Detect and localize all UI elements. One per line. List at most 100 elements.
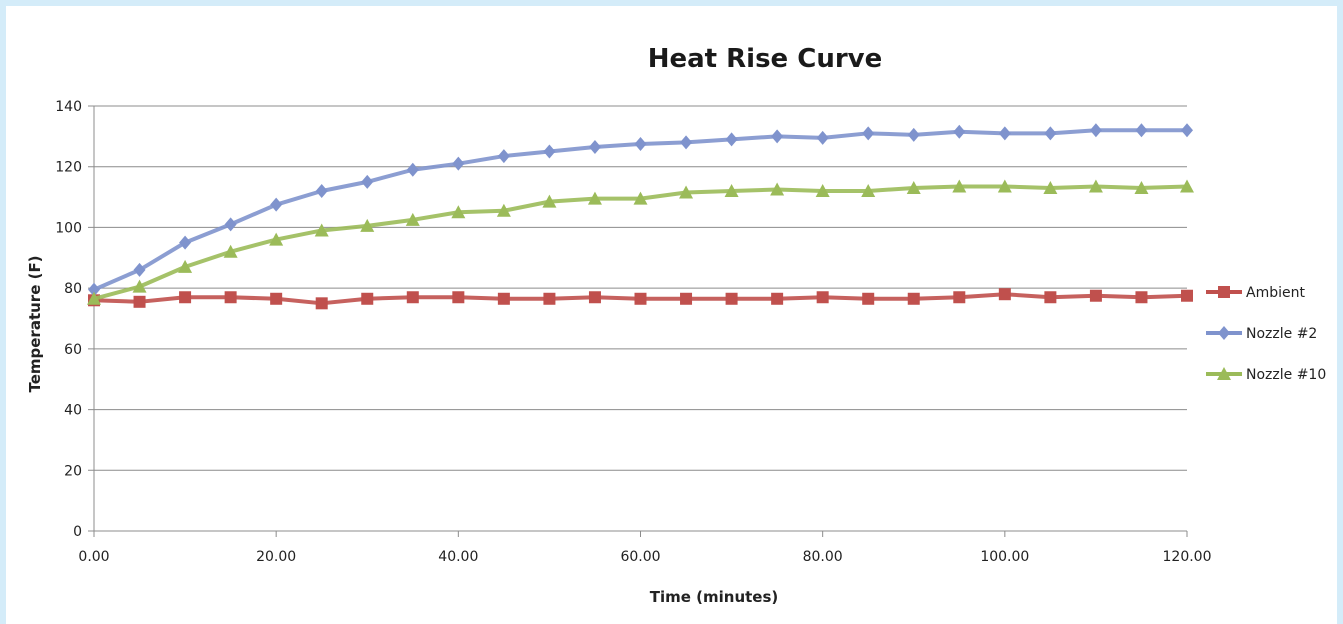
data-point-nozzle-2	[862, 126, 875, 141]
series-nozzle-2	[88, 123, 1193, 297]
legend-marker-nozzle-2	[1218, 326, 1230, 340]
data-point-ambient	[771, 292, 784, 305]
legend-label-nozzle-10: Nozzle #10	[1246, 367, 1326, 383]
data-point-nozzle-10	[178, 259, 193, 273]
legend: Ambient Nozzle #2 Nozzle #10	[1206, 285, 1326, 383]
data-point-nozzle-10	[87, 291, 101, 305]
data-point-nozzle-10	[132, 279, 147, 293]
data-point-ambient	[406, 291, 419, 304]
data-point-ambient	[862, 292, 875, 305]
data-point-ambient	[1135, 291, 1148, 304]
x-axis-title: Time (minutes)	[650, 588, 779, 606]
data-point-nozzle-10	[770, 182, 785, 196]
data-point-nozzle-2	[133, 262, 146, 277]
data-point-nozzle-10	[906, 180, 921, 194]
chart-title: Heat Rise Curve	[648, 44, 883, 74]
x-tick-label: 120.00	[1163, 549, 1212, 565]
data-point-nozzle-2	[270, 197, 283, 212]
data-point-nozzle-2	[953, 124, 966, 139]
data-point-nozzle-10	[1134, 180, 1149, 194]
data-point-ambient	[224, 291, 237, 304]
data-point-ambient	[1044, 291, 1057, 304]
data-point-nozzle-2	[543, 144, 556, 159]
data-point-nozzle-10	[815, 184, 830, 197]
data-point-ambient	[270, 292, 283, 305]
data-point-nozzle-2	[588, 139, 601, 154]
data-point-ambient	[1181, 289, 1193, 302]
y-tick-label: 80	[64, 281, 82, 297]
data-point-nozzle-2	[88, 282, 100, 297]
data-point-nozzle-2	[179, 235, 192, 250]
data-point-nozzle-2	[497, 149, 510, 164]
data-point-nozzle-10	[405, 212, 420, 226]
x-tick-label: 20.00	[256, 549, 296, 565]
x-tick-label: 60.00	[620, 549, 660, 565]
chart-frame: Heat Rise Curve 0 20 40 60 80 100 120 140 0.00 20…	[6, 6, 1337, 624]
data-point-nozzle-2	[406, 162, 419, 177]
data-point-nozzle-10	[1043, 180, 1058, 194]
data-point-ambient	[680, 292, 693, 305]
data-point-nozzle-2	[1135, 123, 1148, 138]
y-tick-label: 0	[73, 524, 82, 540]
data-point-ambient	[452, 291, 465, 304]
data-point-ambient	[588, 291, 601, 304]
y-tick-label: 120	[55, 160, 82, 176]
data-point-nozzle-2	[907, 127, 920, 142]
data-point-nozzle-10	[314, 223, 329, 237]
data-point-ambient	[998, 288, 1011, 301]
data-point-nozzle-10	[1088, 179, 1103, 193]
y-tick-label: 60	[64, 342, 82, 358]
data-point-nozzle-10	[496, 203, 511, 217]
data-point-nozzle-10	[451, 205, 466, 219]
data-point-nozzle-10	[724, 184, 739, 197]
data-point-ambient	[816, 291, 829, 304]
data-point-nozzle-2	[315, 184, 328, 198]
data-point-nozzle-2	[771, 129, 784, 144]
y-axis-title: Temperature (F)	[26, 255, 44, 392]
data-point-nozzle-2	[452, 156, 465, 171]
data-point-ambient	[497, 292, 510, 305]
data-point-nozzle-10	[997, 179, 1012, 193]
x-tick-label: 100.00	[980, 549, 1029, 565]
series-nozzle-10	[87, 179, 1194, 305]
grid	[88, 105, 1187, 532]
data-point-nozzle-10	[952, 179, 967, 193]
heat-rise-chart: Heat Rise Curve 0 20 40 60 80 100 120 140 0.00 20…	[26, 44, 1326, 606]
data-point-nozzle-10	[587, 191, 602, 205]
data-point-ambient	[315, 297, 328, 310]
legend-marker-ambient	[1218, 286, 1230, 298]
y-tick-label: 20	[64, 463, 82, 479]
data-point-nozzle-10	[542, 194, 557, 208]
data-point-ambient	[179, 291, 192, 304]
legend-label-nozzle-2: Nozzle #2	[1246, 326, 1317, 342]
legend-marker-nozzle-10	[1217, 367, 1231, 380]
x-tick-label: 80.00	[803, 549, 843, 565]
axes: 0 20 40 60 80 100 120 140 0.00 20.00 40.00 60.00 80.…	[55, 99, 1211, 565]
legend-item-nozzle-10: Nozzle #10	[1206, 367, 1326, 383]
data-point-nozzle-10	[360, 218, 375, 232]
data-point-ambient	[634, 292, 647, 305]
data-point-nozzle-2	[998, 126, 1011, 141]
series-layer	[87, 123, 1194, 310]
data-point-nozzle-10	[223, 244, 238, 258]
y-tick-label: 100	[55, 220, 82, 236]
x-tick-label: 0.00	[78, 549, 109, 565]
data-point-nozzle-2	[725, 132, 738, 147]
data-point-nozzle-10	[679, 185, 694, 199]
x-tick-label: 40.00	[438, 549, 478, 565]
data-point-nozzle-2	[1044, 126, 1057, 141]
data-point-nozzle-2	[634, 136, 647, 151]
data-point-ambient	[361, 292, 374, 305]
data-point-ambient	[543, 292, 556, 305]
series-line-nozzle-2	[93, 128, 1187, 292]
y-tick-label: 140	[55, 99, 82, 115]
legend-item-nozzle-2: Nozzle #2	[1206, 326, 1317, 342]
data-point-ambient	[953, 291, 966, 304]
data-point-nozzle-10	[633, 191, 648, 205]
data-point-nozzle-2	[1181, 123, 1193, 138]
y-tick-label: 40	[64, 403, 82, 419]
data-point-nozzle-2	[361, 174, 374, 189]
legend-item-ambient: Ambient	[1206, 285, 1305, 301]
data-point-nozzle-10	[1180, 179, 1194, 193]
data-point-nozzle-10	[861, 184, 876, 197]
